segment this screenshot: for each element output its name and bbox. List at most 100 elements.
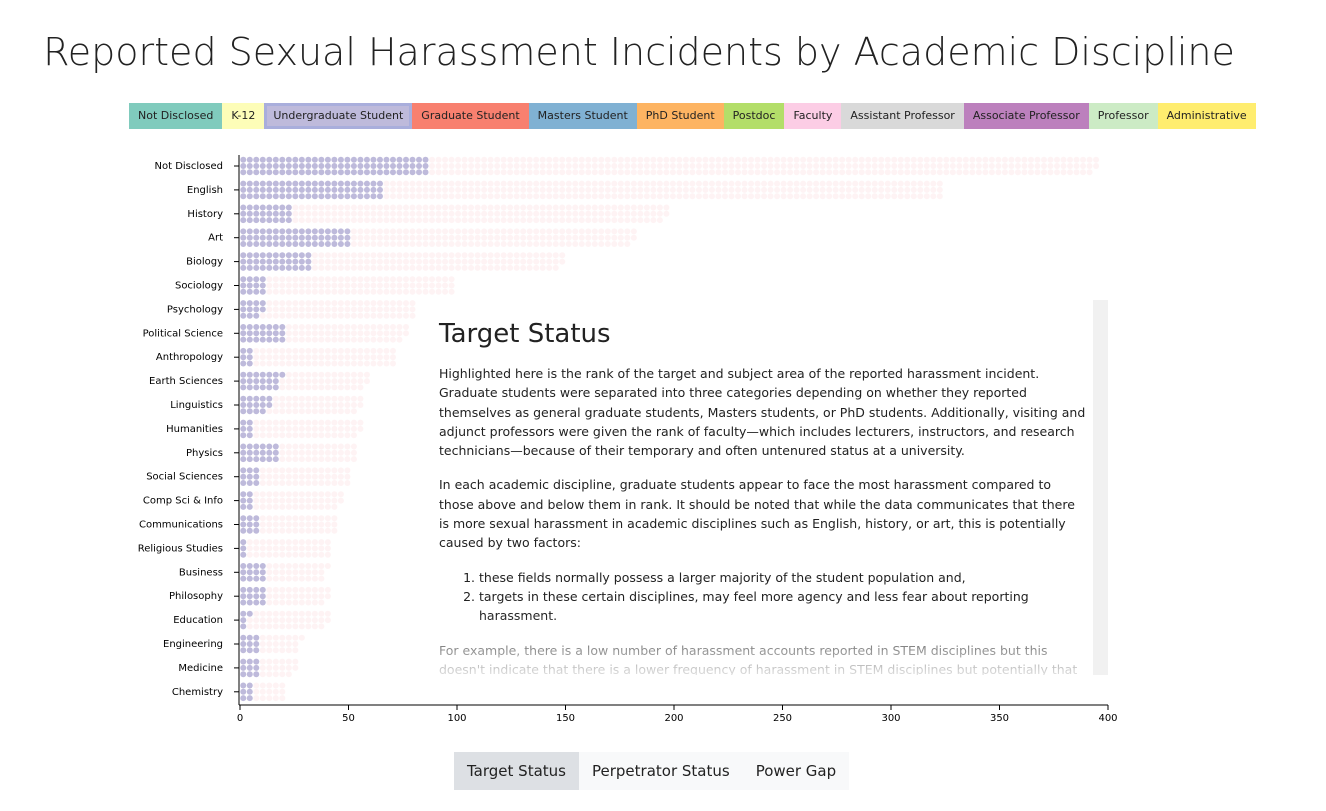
dot [331,419,338,426]
legend-item[interactable]: Masters Student [528,103,637,129]
legend-item[interactable]: Professor [1088,103,1158,129]
dot [272,539,279,546]
dot [800,169,807,176]
dot [988,163,995,169]
dot [637,193,644,200]
dot [617,169,624,176]
dot [637,163,644,169]
dot [487,234,494,241]
dot [292,371,299,378]
dot [350,443,357,450]
dot [487,258,494,265]
legend-item[interactable]: Undergraduate Student [264,103,413,129]
dot [324,354,331,361]
dot [305,276,312,283]
dot [389,282,396,289]
dot [363,241,370,247]
highlighted-dots [240,276,266,295]
dot [715,163,722,169]
legend-item[interactable]: Not Disclosed [129,103,223,129]
dot [1047,163,1054,169]
legend-item[interactable]: Graduate Student [412,103,529,129]
dot [285,449,292,456]
dot [598,169,605,176]
dot [246,503,253,510]
dot [272,217,279,224]
dot [259,695,266,702]
dot [344,163,351,169]
dot [298,551,305,558]
dot [500,217,507,224]
dot [858,193,865,200]
dot [513,234,520,241]
dot [272,658,279,665]
dot [279,169,286,176]
dot [1014,163,1021,169]
legend-item[interactable]: Assistant Professor [841,103,964,129]
tab[interactable]: Target Status [454,752,579,790]
dot [357,180,364,187]
dot [253,575,260,582]
dot [246,330,253,337]
dot [930,163,937,169]
dot [533,193,540,200]
dot [995,156,1002,163]
dot [481,258,488,265]
dot [292,330,299,337]
dot [481,204,488,211]
fade [430,615,1093,675]
dot [630,204,637,211]
dot [311,336,318,343]
dot [298,306,305,313]
dot [656,169,663,176]
dot [331,210,338,217]
y-tick-label: Physics [186,448,223,459]
dot [272,456,279,463]
dot [552,204,559,211]
dot [370,312,377,319]
legend-item[interactable]: Associate Professor [963,103,1089,129]
dot [305,228,312,235]
tab[interactable]: Power Gap [755,762,837,780]
dot [409,282,416,289]
dot [357,252,364,259]
dot [533,264,540,271]
scrollbar[interactable] [1093,300,1108,675]
dot [324,497,331,504]
dot [455,234,462,241]
dot [259,432,266,439]
legend-item[interactable]: Faculty [784,103,842,129]
legend-item[interactable]: PhD Student [636,103,724,129]
dot [910,156,917,163]
dot [435,252,442,259]
dot [279,634,286,641]
dot [350,449,357,456]
dot [526,252,533,259]
dot [350,456,357,463]
dot [240,371,247,378]
dot [559,193,566,200]
legend-item[interactable]: Administrative [1157,103,1256,129]
dot [344,186,351,193]
dot [246,539,253,546]
legend-item[interactable]: K-12 [222,103,265,129]
dot [975,156,982,163]
dot [637,217,644,224]
dot [721,193,728,200]
dot [285,623,292,630]
dot [539,186,546,193]
dot [344,193,351,200]
highlighted-dots [240,419,253,439]
dot [897,193,904,200]
dot [598,180,605,187]
dot [435,276,442,283]
tab[interactable]: Perpetrator Status [591,762,730,780]
legend-item[interactable]: Postdoc [723,103,785,129]
dot [298,575,305,582]
dot [526,234,533,241]
dot [350,193,357,200]
dot [298,480,305,486]
dot [357,163,364,169]
dot [376,210,383,217]
dot [324,443,331,450]
